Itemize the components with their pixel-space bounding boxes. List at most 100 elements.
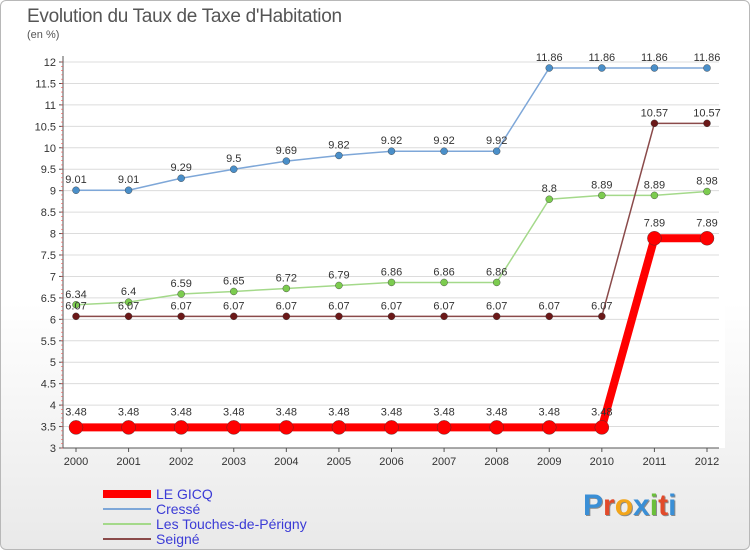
- data-point: [492, 278, 501, 287]
- data-label: 6.4: [121, 286, 136, 298]
- data-point: [650, 119, 659, 128]
- data-label: 6.86: [433, 266, 454, 278]
- data-point: [650, 191, 659, 200]
- data-point: [598, 191, 606, 200]
- y-tick-label: 6: [50, 314, 56, 326]
- data-label: 3.48: [486, 406, 507, 418]
- data-point: [335, 151, 343, 160]
- data-point: [436, 420, 452, 435]
- x-tick-label: 2006: [379, 456, 403, 468]
- data-label: 9.92: [433, 135, 454, 147]
- data-label: 6.72: [276, 272, 297, 284]
- proxiti-logo: Proxiti: [583, 489, 677, 522]
- data-label: 6.07: [486, 300, 507, 312]
- y-tick-label: 5: [50, 357, 56, 369]
- y-tick-label: 4: [50, 400, 56, 412]
- data-label: 11.86: [641, 52, 668, 64]
- data-label: 3.48: [539, 406, 560, 418]
- data-point: [177, 290, 185, 298]
- data-point: [387, 278, 396, 287]
- y-tick-label: 3.5: [41, 422, 56, 434]
- data-point: [545, 312, 553, 321]
- data-label: 7.89: [644, 217, 665, 229]
- legend-label: Cressé: [156, 501, 201, 517]
- data-point: [542, 420, 557, 435]
- data-label: 9.01: [65, 174, 86, 186]
- x-tick-label: 2011: [643, 456, 667, 468]
- data-label: 11.86: [536, 52, 563, 64]
- data-point: [440, 312, 448, 321]
- data-label: 6.07: [328, 300, 349, 312]
- data-label: 3.48: [170, 406, 191, 418]
- x-tick-label: 2012: [695, 456, 719, 468]
- data-point: [492, 147, 501, 155]
- legend-label: LE GICQ: [156, 486, 213, 502]
- y-tick-label: 8: [50, 229, 56, 241]
- data-point: [703, 119, 711, 128]
- data-point: [489, 420, 504, 435]
- data-label: 6.07: [276, 300, 297, 312]
- data-label: 3.48: [276, 406, 297, 418]
- data-label: 3.48: [328, 406, 349, 418]
- data-point: [545, 64, 553, 72]
- data-label: 7.89: [696, 217, 717, 229]
- data-point: [598, 64, 606, 72]
- data-point: [173, 420, 189, 435]
- data-point: [703, 64, 711, 72]
- data-label: 6.65: [223, 275, 244, 287]
- y-tick-label: 9: [50, 186, 56, 198]
- data-point: [124, 186, 133, 194]
- x-tick-label: 2010: [590, 456, 614, 468]
- data-point: [699, 231, 715, 246]
- chart-title: Evolution du Taux de Taxe d'Habitation: [27, 6, 342, 27]
- data-point: [335, 312, 343, 321]
- y-tick-label: 10: [44, 143, 56, 155]
- y-tick-label: 11: [45, 100, 56, 112]
- data-label: 6.07: [433, 300, 454, 312]
- plot-area: [63, 56, 725, 448]
- x-tick-label: 2005: [327, 456, 351, 468]
- data-point: [647, 231, 662, 246]
- data-label: 11.86: [588, 52, 615, 64]
- x-tick-label: 2003: [222, 456, 246, 468]
- data-point: [387, 312, 396, 321]
- data-label: 8.8: [542, 183, 557, 195]
- data-point: [72, 186, 80, 194]
- data-label: 9.29: [170, 162, 191, 174]
- data-label: 6.07: [170, 300, 191, 312]
- data-point: [121, 420, 136, 435]
- data-label: 6.07: [65, 300, 86, 312]
- data-label: 8.89: [591, 179, 612, 191]
- data-point: [124, 298, 133, 306]
- chart-unit: (en %): [27, 29, 60, 41]
- data-point: [598, 312, 606, 321]
- data-label: 6.59: [170, 278, 191, 290]
- data-point: [440, 278, 448, 287]
- data-point: [440, 147, 448, 155]
- data-label: 6.07: [381, 300, 402, 312]
- data-label: 9.01: [118, 174, 139, 186]
- data-label: 3.48: [433, 406, 454, 418]
- data-label: 10.57: [693, 107, 721, 119]
- data-label: 10.57: [641, 107, 669, 119]
- x-tick-label: 2000: [64, 456, 88, 468]
- data-point: [124, 312, 133, 321]
- x-tick-label: 2004: [274, 456, 298, 468]
- data-point: [331, 420, 347, 435]
- data-label: 6.07: [591, 300, 612, 312]
- data-point: [282, 157, 291, 165]
- x-tick-label: 2009: [537, 456, 561, 468]
- data-point: [72, 312, 80, 321]
- data-label: 6.34: [65, 289, 86, 301]
- data-label: 8.89: [644, 179, 665, 191]
- data-label: 3.48: [65, 406, 86, 418]
- data-point: [703, 187, 711, 196]
- data-point: [650, 64, 659, 72]
- x-tick-label: 2001: [116, 456, 140, 468]
- data-label: 9.69: [276, 145, 297, 157]
- y-tick-label: 4.5: [41, 379, 56, 391]
- data-label: 6.79: [328, 269, 349, 281]
- data-point: [545, 195, 553, 203]
- data-label: 3.48: [591, 406, 612, 418]
